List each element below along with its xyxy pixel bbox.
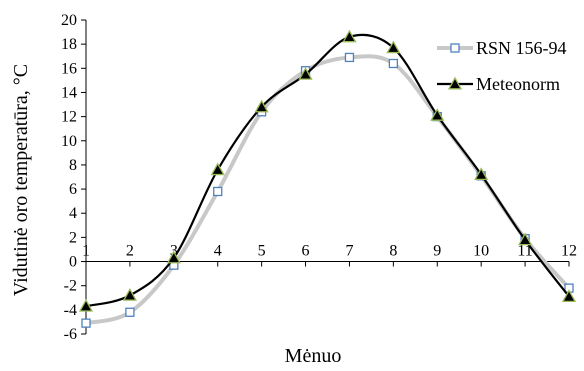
x-axis-title: Mėnuo bbox=[285, 345, 342, 367]
data-point-rsn-156-94 bbox=[344, 52, 355, 63]
series-meteonorm bbox=[78, 29, 577, 312]
y-tick-label: -4 bbox=[64, 302, 77, 319]
data-point-rsn-156-94 bbox=[388, 58, 399, 69]
x-tick-label: 6 bbox=[302, 243, 310, 260]
legend-marker-rsn-156-94 bbox=[450, 43, 460, 53]
x-tick-labels: 123456789101112 bbox=[82, 243, 577, 260]
y-tick-label: 12 bbox=[61, 109, 77, 126]
y-tick-label: 2 bbox=[69, 229, 77, 246]
legend-label-meteonorm: Meteonorm bbox=[476, 74, 560, 94]
x-tick-label: 5 bbox=[258, 243, 266, 260]
series-layer bbox=[78, 29, 577, 328]
x-tick-label: 7 bbox=[345, 243, 353, 260]
data-point-meteonorm bbox=[430, 108, 445, 121]
y-tick-label: 8 bbox=[69, 157, 77, 174]
data-point-meteonorm bbox=[166, 250, 181, 264]
data-point-meteonorm bbox=[78, 298, 94, 312]
data-point-meteonorm bbox=[210, 162, 225, 176]
y-axis-title: Vidutinė oro temperatūra, °C bbox=[10, 64, 32, 296]
y-tick-label: 14 bbox=[61, 84, 77, 101]
legend-marker-meteonorm bbox=[447, 76, 463, 90]
y-tick-label: -6 bbox=[64, 326, 77, 343]
data-point-meteonorm bbox=[342, 29, 357, 43]
x-tick-label: 1 bbox=[82, 243, 90, 260]
y-tick-labels: -6 -4 -2 0 2 4 6 8 10 12 14 16 18 20 bbox=[61, 12, 77, 343]
y-tick-label: 16 bbox=[61, 60, 77, 77]
data-point-meteonorm bbox=[122, 288, 138, 301]
series-rsn-156-94 bbox=[81, 52, 574, 328]
data-point-meteonorm bbox=[298, 67, 313, 80]
x-tick-label: 4 bbox=[214, 243, 222, 260]
y-tick-label: 6 bbox=[69, 181, 77, 198]
x-tick-label: 9 bbox=[433, 243, 441, 260]
series-line-rsn-156-94 bbox=[84, 54, 571, 326]
y-tick-label: 20 bbox=[61, 12, 77, 29]
y-tick-label: 4 bbox=[69, 205, 77, 222]
data-point-meteonorm bbox=[474, 167, 489, 181]
data-point-meteonorm bbox=[254, 99, 269, 113]
y-tick-label: 10 bbox=[61, 133, 77, 150]
data-point-meteonorm bbox=[561, 289, 577, 303]
data-point-rsn-156-94 bbox=[213, 186, 223, 197]
x-tick-label: 10 bbox=[473, 243, 489, 260]
legend: RSN 156-94 Meteonorm bbox=[437, 38, 567, 94]
x-tick-label: 12 bbox=[561, 243, 577, 260]
data-point-meteonorm bbox=[517, 232, 533, 246]
data-point-meteonorm bbox=[386, 40, 401, 54]
axes bbox=[81, 19, 570, 335]
data-point-rsn-156-94 bbox=[125, 307, 135, 317]
data-point-rsn-156-94 bbox=[81, 318, 91, 328]
x-tick-label: 8 bbox=[389, 243, 397, 260]
y-tick-label: 18 bbox=[61, 36, 77, 53]
legend-label-rsn-156-94: RSN 156-94 bbox=[476, 38, 567, 58]
y-tick-label: 0 bbox=[69, 254, 77, 271]
x-tick-label: 2 bbox=[126, 243, 134, 260]
y-tick-label: -2 bbox=[64, 278, 77, 295]
